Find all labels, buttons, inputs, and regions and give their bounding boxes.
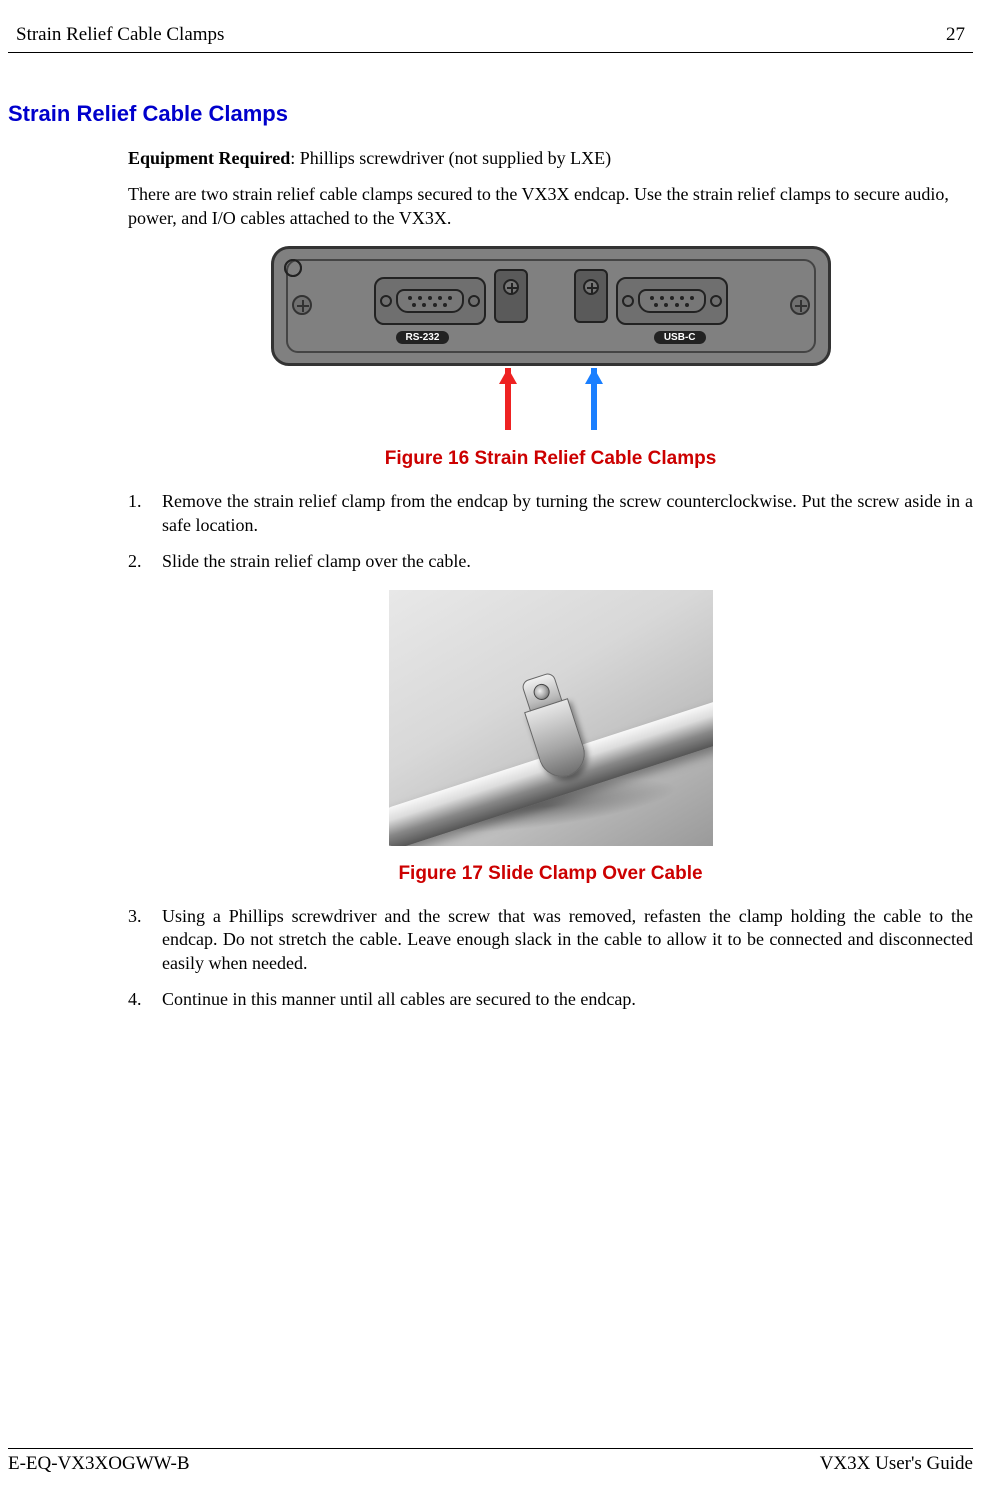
footer-guide-title: VX3X User's Guide: [820, 1453, 973, 1475]
serial-port-left: [374, 277, 486, 325]
figure-16: RS-232 USB-C: [128, 246, 973, 436]
steps-list-1: 1.Remove the strain relief clamp from th…: [128, 490, 973, 573]
footer-doc-id: E-EQ-VX3XOGWW-B: [8, 1453, 190, 1475]
steps-list-2: 3.Using a Phillips screwdriver and the s…: [128, 905, 973, 1012]
intro-paragraph: There are two strain relief cable clamps…: [128, 183, 973, 231]
screw-hole-icon: [380, 295, 392, 307]
endcap-body: RS-232 USB-C: [271, 246, 831, 366]
clamp-left: [494, 269, 528, 323]
equipment-line: Equipment Required: Phillips screwdriver…: [128, 147, 973, 171]
page-header: Strain Relief Cable Clamps 27: [8, 24, 973, 53]
header-title: Strain Relief Cable Clamps: [16, 24, 224, 46]
screw-icon: [790, 295, 810, 315]
screw-hole-icon: [622, 295, 634, 307]
arrow-right-icon: [591, 368, 597, 430]
arrows: [271, 366, 831, 436]
list-item: 2.Slide the strain relief clamp over the…: [128, 550, 973, 574]
step-text: Continue in this manner until all cables…: [162, 989, 636, 1009]
clamp-screw-icon: [503, 279, 519, 295]
screw-hole-icon: [468, 295, 480, 307]
endcap-inner: [286, 259, 816, 353]
clamp-right: [574, 269, 608, 323]
figure-17: [128, 590, 973, 851]
list-item: 1.Remove the strain relief clamp from th…: [128, 490, 973, 538]
clamp-body: [524, 698, 591, 783]
endcap-diagram: RS-232 USB-C: [271, 246, 831, 436]
section-heading: Strain Relief Cable Clamps: [8, 101, 973, 127]
step-text: Remove the strain relief clamp from the …: [162, 491, 973, 535]
header-page-number: 27: [946, 24, 965, 46]
arrow-left-icon: [505, 368, 511, 430]
content: Strain Relief Cable Clamps Equipment Req…: [0, 101, 981, 1012]
figure-17-image: [389, 590, 713, 846]
figure-17-caption: Figure 17 Slide Clamp Over Cable: [128, 863, 973, 885]
screw-icon: [292, 295, 312, 315]
body-block: Equipment Required: Phillips screwdriver…: [128, 147, 973, 1012]
port-label-left: RS-232: [396, 331, 450, 344]
figure-16-caption: Figure 16 Strain Relief Cable Clamps: [128, 448, 973, 470]
list-item: 3.Using a Phillips screwdriver and the s…: [128, 905, 973, 976]
port-label-right: USB-C: [654, 331, 706, 344]
serial-port-right: [616, 277, 728, 325]
equipment-label: Equipment Required: [128, 148, 290, 168]
db9-icon: [638, 289, 706, 313]
db9-icon: [396, 289, 464, 313]
clamp-screw-icon: [583, 279, 599, 295]
step-text: Slide the strain relief clamp over the c…: [162, 551, 471, 571]
page-footer: E-EQ-VX3XOGWW-B VX3X User's Guide: [8, 1448, 973, 1475]
screw-hole-icon: [710, 295, 722, 307]
step-text: Using a Phillips screwdriver and the scr…: [162, 906, 973, 974]
list-item: 4.Continue in this manner until all cabl…: [128, 988, 973, 1012]
page: Strain Relief Cable Clamps 27 Strain Rel…: [0, 0, 981, 1493]
equipment-text: : Phillips screwdriver (not supplied by …: [290, 148, 611, 168]
